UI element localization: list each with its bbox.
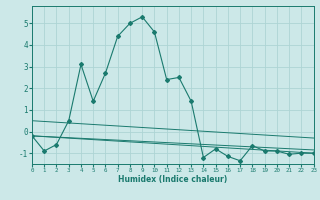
X-axis label: Humidex (Indice chaleur): Humidex (Indice chaleur) — [118, 175, 228, 184]
